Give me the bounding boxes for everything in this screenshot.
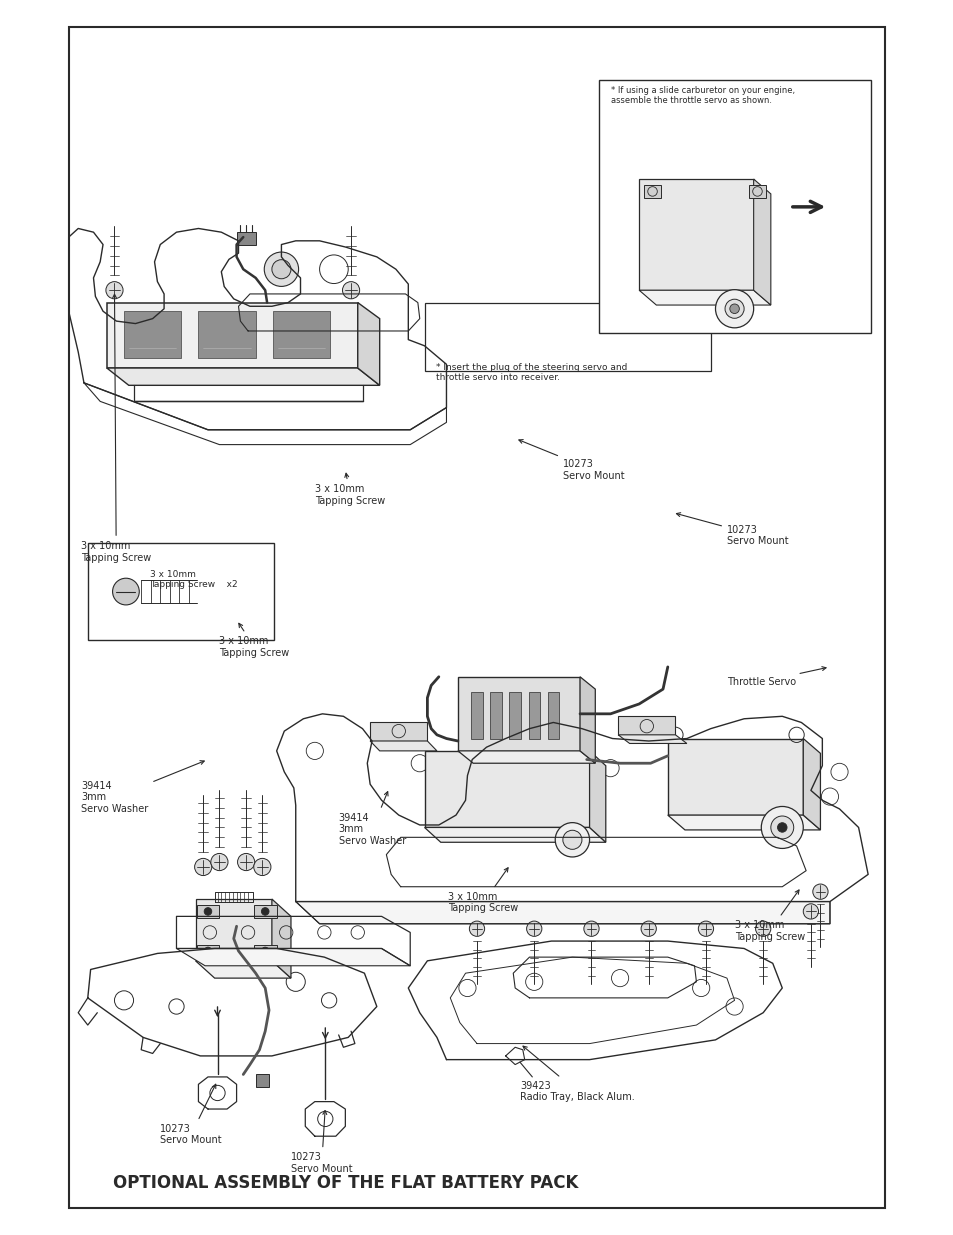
Polygon shape	[195, 899, 272, 961]
Polygon shape	[643, 185, 660, 198]
Polygon shape	[457, 677, 579, 751]
Bar	[598, 80, 870, 333]
Circle shape	[264, 252, 298, 287]
Polygon shape	[198, 311, 255, 358]
Circle shape	[802, 904, 818, 919]
Text: 10273
Servo Mount: 10273 Servo Mount	[518, 440, 624, 480]
Circle shape	[583, 921, 598, 936]
Polygon shape	[547, 692, 558, 739]
Circle shape	[211, 853, 228, 871]
Circle shape	[526, 921, 541, 936]
Text: 3 x 10mm
Tapping Screw: 3 x 10mm Tapping Screw	[734, 890, 804, 941]
Circle shape	[237, 853, 254, 871]
Polygon shape	[639, 179, 753, 290]
Polygon shape	[196, 905, 219, 918]
Polygon shape	[107, 368, 379, 385]
Polygon shape	[196, 945, 219, 957]
Text: 10273
Servo Mount: 10273 Servo Mount	[291, 1110, 353, 1173]
Text: OPTIONAL ASSEMBLY OF THE FLAT BATTERY PACK: OPTIONAL ASSEMBLY OF THE FLAT BATTERY PA…	[112, 1174, 578, 1192]
Text: 10273
Servo Mount: 10273 Servo Mount	[676, 513, 788, 546]
Polygon shape	[509, 692, 520, 739]
Circle shape	[755, 921, 770, 936]
Circle shape	[555, 823, 589, 857]
Text: 3 x 10mm
Tapping Screw    x2: 3 x 10mm Tapping Screw x2	[150, 569, 237, 589]
Circle shape	[204, 908, 212, 915]
Text: 39414
3mm
Servo Washer: 39414 3mm Servo Washer	[81, 761, 204, 814]
Circle shape	[261, 947, 269, 955]
Polygon shape	[107, 303, 357, 368]
Text: 39414
3mm
Servo Washer: 39414 3mm Servo Washer	[338, 792, 405, 846]
Polygon shape	[667, 815, 820, 830]
Polygon shape	[253, 905, 276, 918]
Polygon shape	[357, 303, 379, 385]
Circle shape	[698, 921, 713, 936]
Polygon shape	[753, 179, 770, 305]
Text: 39423
Radio Tray, Black Alum.: 39423 Radio Tray, Black Alum.	[519, 1046, 634, 1102]
Polygon shape	[748, 185, 765, 198]
Circle shape	[760, 806, 802, 848]
Circle shape	[272, 259, 291, 279]
Circle shape	[812, 884, 827, 899]
Polygon shape	[272, 899, 291, 978]
Circle shape	[640, 921, 656, 936]
Bar	[69, 27, 884, 1208]
Polygon shape	[667, 739, 802, 815]
Text: * If using a slide carburetor on your engine,
assemble the throttle servo as sho: * If using a slide carburetor on your en…	[610, 85, 794, 105]
Polygon shape	[195, 961, 291, 978]
Circle shape	[777, 823, 786, 832]
Polygon shape	[490, 692, 501, 739]
Text: 3 x 10mm
Tapping Screw: 3 x 10mm Tapping Screw	[448, 868, 518, 913]
Circle shape	[469, 921, 484, 936]
Polygon shape	[528, 692, 539, 739]
Bar	[88, 543, 274, 640]
Circle shape	[342, 282, 359, 299]
Text: 3 x 10mm
Tapping Screw: 3 x 10mm Tapping Screw	[314, 473, 385, 505]
Polygon shape	[370, 741, 436, 751]
Circle shape	[194, 858, 212, 876]
Polygon shape	[124, 311, 181, 358]
Text: 10273
Servo Mount: 10273 Servo Mount	[160, 1084, 222, 1145]
Polygon shape	[424, 751, 589, 827]
Circle shape	[724, 299, 743, 319]
Text: 3 x 10mm
Tapping Screw: 3 x 10mm Tapping Screw	[81, 294, 152, 562]
Text: * Insert the plug of the steering servo and
throttle servo into receiver.: * Insert the plug of the steering servo …	[436, 363, 627, 383]
Polygon shape	[589, 751, 605, 842]
Text: 3 x 10mm
Tapping Screw: 3 x 10mm Tapping Screw	[219, 624, 290, 657]
Circle shape	[715, 290, 753, 327]
Polygon shape	[618, 716, 675, 735]
Polygon shape	[255, 1074, 269, 1087]
Text: Throttle Servo: Throttle Servo	[726, 667, 825, 687]
Circle shape	[106, 282, 123, 299]
Circle shape	[112, 578, 139, 605]
Polygon shape	[457, 751, 595, 763]
Polygon shape	[639, 290, 770, 305]
Polygon shape	[176, 948, 410, 966]
Polygon shape	[370, 722, 427, 741]
Circle shape	[261, 908, 269, 915]
Polygon shape	[253, 945, 276, 957]
Polygon shape	[295, 902, 829, 924]
Polygon shape	[579, 677, 595, 763]
Bar	[424, 303, 710, 370]
Polygon shape	[236, 232, 255, 245]
Circle shape	[253, 858, 271, 876]
Polygon shape	[273, 311, 330, 358]
Circle shape	[729, 304, 739, 314]
Polygon shape	[618, 735, 686, 743]
Circle shape	[204, 947, 212, 955]
Polygon shape	[802, 739, 820, 830]
Polygon shape	[424, 827, 605, 842]
Circle shape	[770, 816, 793, 839]
Polygon shape	[471, 692, 482, 739]
Circle shape	[562, 830, 581, 850]
